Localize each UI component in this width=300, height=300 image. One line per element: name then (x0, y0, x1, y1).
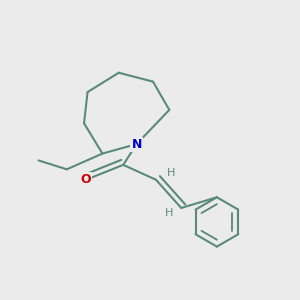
Text: O: O (81, 173, 92, 186)
Text: H: H (164, 208, 173, 218)
Text: H: H (167, 168, 175, 178)
Text: N: N (131, 138, 142, 151)
